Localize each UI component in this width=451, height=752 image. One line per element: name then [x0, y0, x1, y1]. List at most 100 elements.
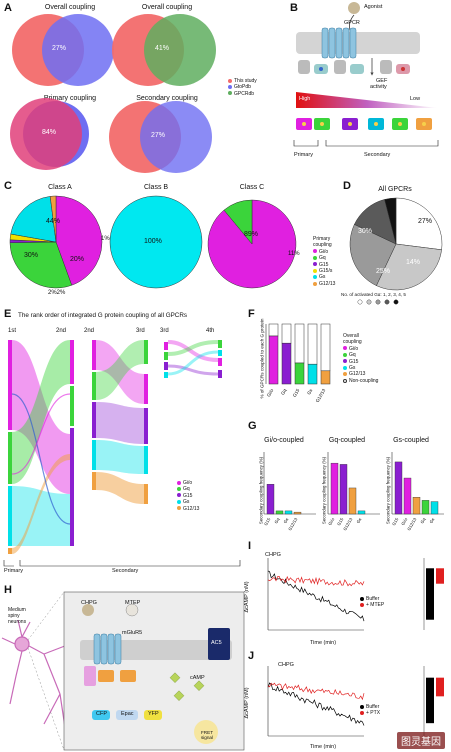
f-tick-Gq: Gq: [280, 388, 288, 396]
mglur5-label: mGluR5: [122, 630, 143, 636]
legend-i-mtep: + MTEP: [360, 602, 384, 608]
panel-label-b: B: [290, 2, 298, 14]
legend-c-g15: G15: [313, 262, 335, 268]
g0-tick-Gq: Gq: [273, 516, 280, 524]
pie-a-label-20: 20%: [70, 256, 85, 263]
panel-label-j: J: [248, 650, 255, 662]
legend-j-buffer: Buffer: [360, 704, 380, 710]
g0-bar-Gq: [275, 510, 284, 515]
i-summary-bar-1: [436, 568, 444, 584]
g1-tick-Gs: Gs: [355, 517, 362, 524]
pie-0-slice-Gs: [10, 196, 57, 243]
f-bar-Gi-o: [268, 335, 279, 385]
rank-2nd-a: 2nd: [56, 328, 67, 334]
node-3-gio: [144, 374, 148, 404]
node-1-gq: [8, 432, 12, 484]
node-2-g15: [70, 428, 74, 546]
receptor-g-protein-icons: [296, 118, 432, 130]
cfp-icon: [92, 710, 110, 720]
panel-c-legend: Primary coupling Gi/o Gq G15 G15/s Gs G1…: [313, 236, 335, 287]
pie-3-slice-1: [395, 197, 443, 251]
j-trace-ptx: [267, 682, 365, 701]
i-trace-mtep: [267, 575, 365, 587]
watermark: 图灵基因: [397, 732, 445, 749]
g1-bar-Gs: [357, 510, 366, 515]
f-tick-Gi-o: Gi/o: [266, 388, 275, 398]
g3-ylabel: Secondary coupling frequency (%): [385, 456, 391, 525]
flow-gio-g15: [12, 340, 70, 494]
pie-a-title: Class A: [48, 184, 72, 191]
rank-4th: 4th: [206, 328, 215, 334]
camp-label: cAMP: [190, 675, 205, 681]
i-summary-bar-0: [426, 568, 434, 620]
fret-label: FRET signal: [200, 730, 213, 740]
pie-d-count-dot-2: [366, 299, 372, 305]
panel-a-legend: This study GtoPdb GPCRdb: [228, 78, 257, 97]
panel-label-h: H: [4, 584, 12, 596]
g3-title: Gs-coupled: [393, 437, 429, 444]
node-3-g15: [144, 408, 148, 444]
legend-i-buffer: Buffer: [360, 596, 384, 602]
g1-ylabel: Secondary coupling frequency (%): [258, 456, 264, 525]
g2-tick-Gs: Gs: [428, 517, 435, 524]
panel-h-schematic: [1, 591, 245, 751]
ac5-label: AC5: [211, 640, 222, 646]
epac-label: Epac: [121, 711, 134, 717]
panel-b-schematic: [293, 2, 439, 147]
venn3-title: Primary coupling: [43, 95, 97, 102]
legend-j-ptx: + PTX: [360, 710, 380, 716]
f-bar-noncoupling-Gi-o: [268, 323, 279, 337]
pie-2-slice-Gq: [223, 199, 253, 245]
g1-bar-G12-13: [348, 487, 357, 515]
panel-f-ylabel: % of GPCRs coupled to each G protein: [259, 318, 265, 399]
venn4-gtopdb: [140, 101, 212, 173]
rank-1st: 1st: [8, 328, 17, 334]
f-tick-Gs: Gs: [306, 387, 314, 395]
venn2-overlap: 41%: [155, 45, 170, 52]
panel-f-legend: Overall coupling Gi/o Gq G15 Gs G12/13 N…: [343, 333, 378, 384]
pie-a-label-2-2: 2%2%: [48, 290, 66, 296]
g2-tick-Gi-o: Gi/o: [400, 516, 409, 526]
pie-1-slice-Gs: [109, 195, 203, 289]
g-protein-h-icon: [84, 666, 136, 686]
i-xlabel: Time (min): [310, 640, 337, 646]
pie-3-slice-5: [384, 197, 397, 245]
g2-bar-Gq: [421, 500, 430, 515]
pie-3-slice-2: [376, 243, 442, 291]
cfp-label: CFP: [96, 711, 107, 717]
legend-e-gq: Gq: [177, 486, 199, 492]
panel-f-chart: Gi/o Gq G15 Gs G12/13: [265, 323, 331, 403]
panel-ij-traces: [267, 558, 444, 737]
node-3-gs: [144, 446, 148, 474]
flow-g1213: [12, 454, 70, 554]
node-3-g1213: [144, 484, 148, 504]
node-3-gq: [144, 340, 148, 364]
legend-f-gio: Gi/o: [343, 346, 378, 352]
legend-e-gio: Gi/o: [177, 480, 199, 486]
legend-c-gs: Gs: [313, 274, 335, 280]
legend-gpcrdb: GPCRdb: [228, 91, 257, 97]
f-bar-noncoupling-G15: [294, 323, 305, 364]
pie-c-label-89: 89%: [244, 231, 259, 238]
legend-c-g1213: G12/13: [313, 281, 335, 287]
ac5-icon: [208, 628, 230, 660]
g1-bar-Gi-o: [330, 462, 339, 515]
f-bar-noncoupling-G12-13: [320, 323, 331, 372]
g2-bar-Gi-o: [403, 477, 412, 515]
gpcr-label: GPCR: [344, 20, 360, 26]
g2-bar-G15: [394, 461, 403, 515]
node-2b-gq: [92, 372, 96, 400]
agonist-icon: [348, 2, 360, 14]
g2-bar-Gs: [430, 501, 439, 515]
j-trace-buffer: [267, 682, 365, 726]
legend-f-g1213: G12/13: [343, 371, 378, 377]
venn1-overlap: 27%: [52, 45, 67, 52]
venn2-gpcrdb: [144, 14, 216, 86]
legend-e-gs: Gs: [177, 499, 199, 505]
f-bar-noncoupling-Gs: [307, 323, 318, 365]
rank-3rd-a: 3rd: [136, 328, 145, 334]
legend-f-gs: Gs: [343, 365, 378, 371]
membrane-band: [296, 32, 420, 54]
node-2-gio: [70, 340, 74, 384]
i-ylabel: ΔcAMP (nM): [244, 581, 250, 613]
